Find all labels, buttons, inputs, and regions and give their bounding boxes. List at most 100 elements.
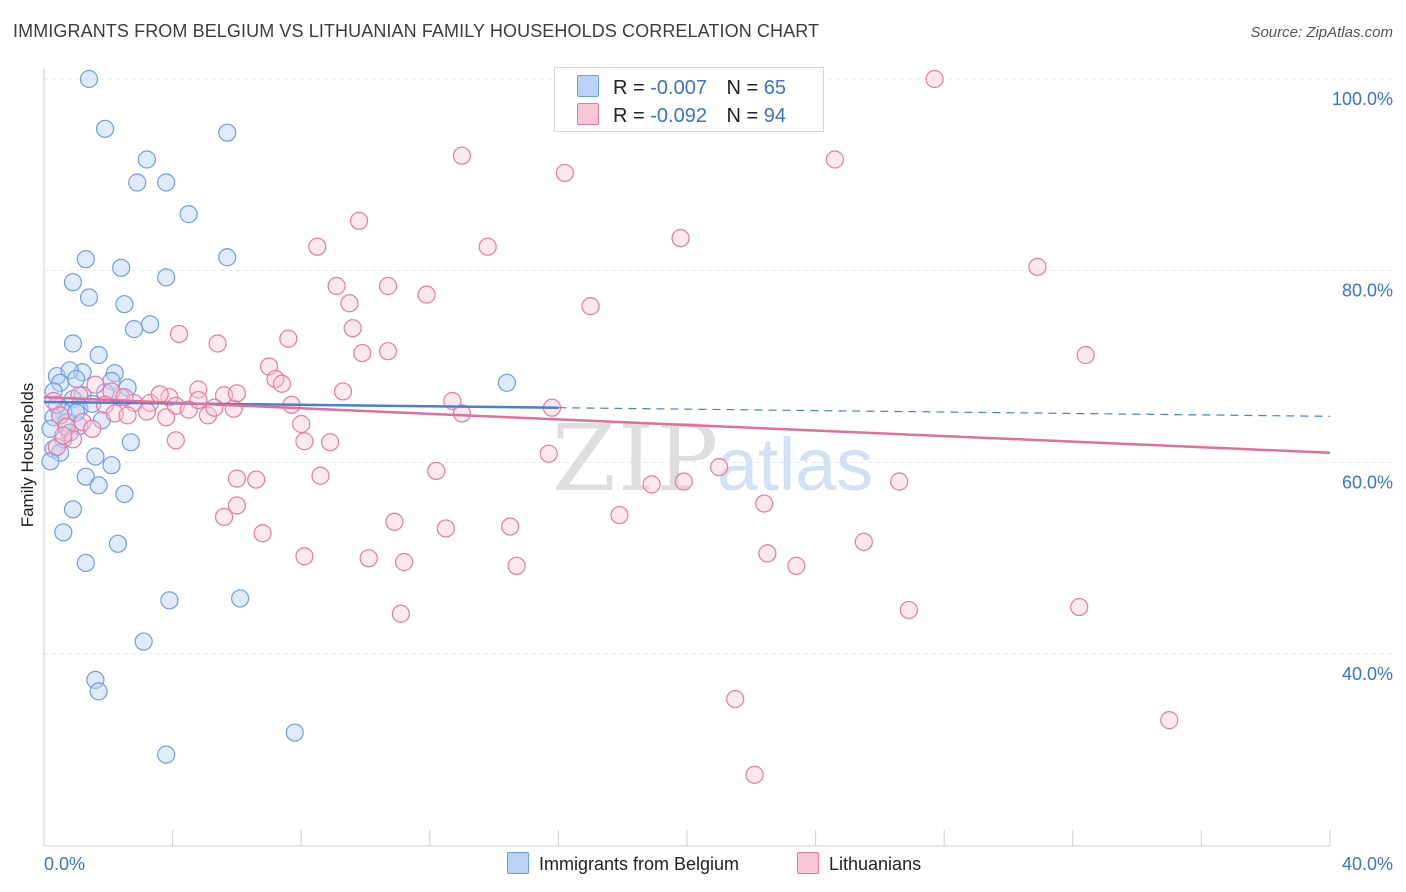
- belgium-point: [76, 553, 95, 573]
- lithuanian-point: [166, 431, 185, 450]
- x-tick-label-max: 40.0%: [1342, 854, 1393, 874]
- belgium-point: [89, 476, 108, 495]
- lithuanian-point: [47, 437, 66, 457]
- belgium-point: [157, 745, 176, 764]
- belgium-point: [137, 150, 156, 169]
- lithuanian-point: [378, 276, 398, 296]
- x-tick-label-min: 0.0%: [44, 854, 85, 874]
- belgium-point: [57, 412, 76, 432]
- y-tick-label: 100.0%: [1332, 89, 1393, 109]
- bottom-legend-label-lithuanians: Lithuanians: [829, 854, 922, 874]
- legend-n-label: N =: [726, 105, 759, 127]
- legend-swatch-lithuanians: [577, 103, 599, 125]
- lithuanian-point: [899, 600, 918, 620]
- lithuanian-point: [321, 433, 340, 452]
- belgium-point: [89, 345, 108, 365]
- lithuanian-point: [50, 406, 70, 425]
- lithuanian-point: [1076, 345, 1095, 365]
- belgium-trend-extension: [558, 407, 1331, 417]
- lithuanian-point: [1160, 711, 1179, 730]
- belgium-point: [102, 456, 121, 475]
- legend-n-value-belgium: 65: [763, 77, 787, 99]
- lithuanian-point: [227, 496, 246, 515]
- lithuanian-point: [610, 505, 629, 525]
- lithuanian-point: [279, 329, 298, 348]
- lithuanian-point: [214, 507, 234, 527]
- lithuanian-point: [63, 430, 83, 449]
- lithuanian-point: [205, 398, 224, 417]
- lithuanian-point: [137, 402, 156, 421]
- lithuanian-point: [227, 469, 246, 488]
- lithuanian-point: [391, 604, 410, 623]
- legend-n-label: N =: [726, 77, 759, 99]
- belgium-point: [79, 69, 99, 89]
- belgium-point: [63, 500, 83, 519]
- lithuanian-point: [417, 285, 436, 304]
- belgium-point: [44, 382, 63, 401]
- lithuanian-point: [854, 532, 873, 551]
- lithuanian-point: [327, 276, 346, 296]
- belgium-point: [140, 315, 160, 334]
- legend-row-lithuanians: R = -0.092 N = 94: [577, 103, 786, 128]
- lithuanian-point: [340, 294, 359, 313]
- lithuanian-point: [150, 385, 169, 404]
- lithuanian-point: [787, 556, 806, 575]
- lithuanian-point: [227, 384, 246, 403]
- lithuanian-point: [295, 547, 314, 566]
- legend-swatch-belgium: [577, 75, 599, 97]
- bottom-legend-lithuanians: Lithuanians: [797, 852, 921, 875]
- legend-row-belgium: R = -0.007 N = 65: [577, 75, 786, 100]
- lithuanian-point: [253, 524, 272, 543]
- lithuanian-point: [507, 556, 526, 575]
- legend-r-label: R =: [613, 105, 645, 127]
- legend-r-label: R =: [613, 77, 645, 99]
- lithuanian-point: [478, 237, 497, 256]
- belgium-point: [218, 248, 237, 267]
- belgium-point: [79, 288, 99, 307]
- lithuanian-point: [394, 552, 414, 572]
- legend-r-value-belgium: -0.007: [650, 77, 707, 99]
- lithuanian-point: [539, 444, 558, 463]
- lithuanian-point: [359, 549, 378, 568]
- lithuanian-point: [642, 475, 661, 494]
- legend-r-value-lithuanians: -0.092: [650, 105, 707, 127]
- belgium-trend-line: [43, 400, 559, 409]
- lithuanian-point: [224, 399, 243, 418]
- lithuanian-point: [581, 297, 600, 316]
- belgium-point: [63, 273, 83, 292]
- lithuanian-point: [452, 146, 472, 165]
- lithuanian-point: [179, 400, 198, 419]
- lithuanian-point: [758, 544, 777, 563]
- lithuanian-point: [189, 390, 208, 410]
- belgium-point: [121, 433, 140, 452]
- lithuanian-point: [189, 380, 208, 399]
- belgium-point: [285, 723, 304, 742]
- lithuanian-point: [890, 472, 909, 491]
- bottom-legend-belgium: Immigrants from Belgium: [507, 852, 739, 875]
- lithuanian-point: [452, 404, 472, 423]
- belgium-point: [157, 268, 176, 287]
- belgium-point: [86, 447, 105, 466]
- lithuanian-point: [1070, 597, 1089, 617]
- lithuanian-point: [333, 382, 353, 401]
- lithuanian-point: [726, 689, 745, 709]
- belgium-point: [108, 534, 128, 553]
- lithuanian-trend-line: [43, 395, 1331, 454]
- lithuanian-point: [436, 519, 455, 538]
- lithuanian-point: [247, 470, 266, 489]
- watermark-atlas: atlas: [717, 423, 873, 506]
- y-tick-label: 80.0%: [1342, 281, 1393, 301]
- lithuanian-point: [295, 432, 314, 451]
- lithuanian-point: [86, 375, 105, 394]
- lithuanian-point: [385, 512, 404, 531]
- y-tick-label: 60.0%: [1342, 472, 1393, 492]
- stats-legend: R = -0.007 N = 65 R = -0.092 N = 94: [554, 67, 824, 132]
- belgium-point: [497, 373, 517, 392]
- source-label: Source: ZipAtlas.com: [1250, 24, 1393, 41]
- lithuanian-point: [674, 472, 693, 491]
- lithuanian-point: [118, 406, 137, 425]
- bottom-legend-swatch-belgium: [507, 852, 529, 874]
- lithuanian-point: [353, 343, 372, 363]
- y-tick-label: 40.0%: [1342, 664, 1393, 684]
